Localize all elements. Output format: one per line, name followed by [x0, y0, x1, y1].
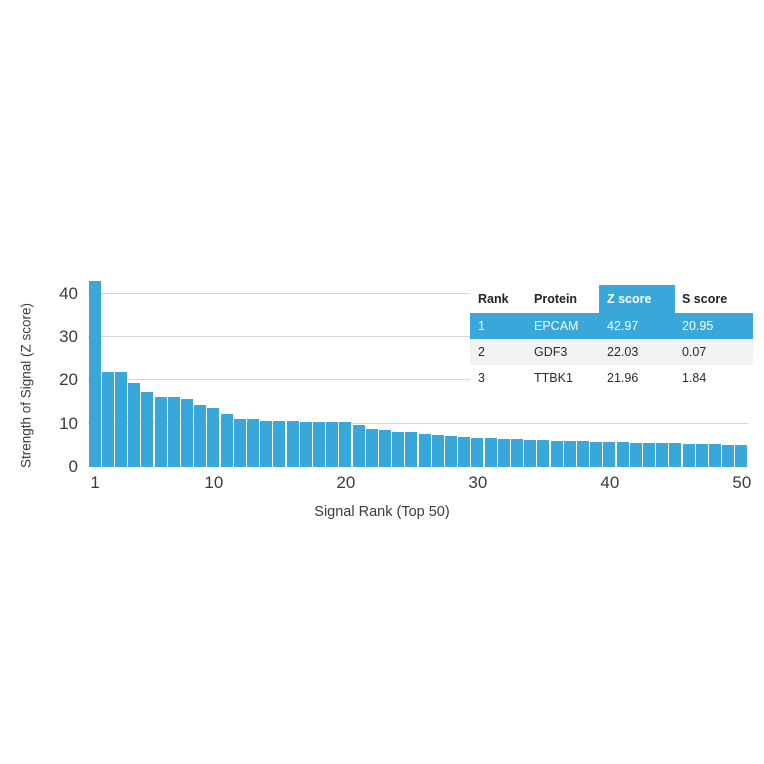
bar-rank-1	[88, 280, 101, 467]
bar-rank-30	[471, 438, 484, 467]
y-tick-label-10: 10	[59, 413, 78, 433]
bar-rank-22	[365, 428, 378, 467]
protein-rank-table: Rank Protein Z score S score 1 EPCAM 42.97 20.…	[470, 285, 753, 391]
table-cell: 1.84	[682, 371, 707, 385]
bar-rank-39	[590, 441, 603, 467]
table-row-ttbk1: 3 TTBK1 21.96 1.84	[470, 365, 753, 391]
table-header-rank: Rank	[478, 292, 509, 306]
bar-rank-5	[141, 391, 154, 467]
bar-rank-17	[299, 421, 312, 467]
bar-rank-8	[180, 398, 194, 467]
bar-rank-16	[286, 421, 299, 467]
gridline-y-30	[88, 336, 748, 338]
x-tick-label-50: 50	[732, 473, 752, 492]
bar-rank-25	[405, 432, 418, 467]
bar-rank-33	[510, 439, 524, 467]
table-header-s-score: S score	[682, 292, 728, 306]
table-header-row: Rank Protein Z score S score	[470, 285, 753, 313]
bar-rank-48	[708, 444, 722, 467]
table-cell: TTBK1	[534, 371, 573, 385]
bar-rank-15	[273, 420, 286, 467]
x-tick-label-20: 20	[336, 473, 356, 492]
bar-chart-plot-area	[88, 270, 748, 467]
bar-rank-24	[392, 431, 405, 467]
y-axis-title: Strength of Signal (Z score)	[18, 302, 34, 469]
bar-rank-12	[233, 418, 246, 467]
y-tick-label-0: 0	[68, 457, 78, 476]
table-cell: 42.97	[607, 319, 639, 333]
x-tick-label-40: 40	[600, 473, 620, 492]
bar-rank-11	[220, 414, 233, 467]
bar-rank-41	[616, 442, 629, 467]
bar-rank-9	[194, 404, 207, 467]
table-cell: EPCAM	[534, 319, 579, 333]
x-tick-label-10: 10	[204, 473, 224, 492]
bar-rank-49	[722, 444, 735, 467]
y-tick-label-30: 30	[59, 327, 78, 347]
y-tick-label-40: 40	[59, 283, 78, 303]
gridline-y-20	[88, 379, 748, 381]
bar-rank-4	[128, 382, 141, 467]
bar-rank-38	[576, 441, 590, 467]
gridline-y-10	[88, 422, 748, 424]
bar-rank-35	[537, 440, 550, 467]
bar-rank-43	[642, 442, 656, 467]
table-header-protein: Protein	[534, 292, 578, 306]
bar-rank-27	[431, 435, 444, 467]
bar-rank-29	[458, 437, 471, 467]
bar-rank-37	[563, 441, 576, 467]
bar-rank-45	[669, 443, 682, 467]
bar-rank-32	[497, 438, 510, 467]
x-tick-label-1: 1	[90, 473, 100, 492]
bar-rank-40	[603, 441, 616, 467]
bar-rank-18	[312, 421, 326, 467]
bar-rank-47	[695, 444, 708, 467]
bar-rank-36	[550, 441, 563, 467]
table-cell: 22.03	[607, 345, 639, 359]
table-body: 1 EPCAM 42.97 20.95 2 GDF3 22.03 0.07 3 TTBK1 21.9…	[470, 313, 753, 391]
table-cell: 1	[478, 319, 485, 333]
table-cell: GDF3	[534, 345, 568, 359]
bar-rank-21	[352, 425, 365, 467]
bar-rank-7	[167, 397, 180, 467]
x-tick-label-30: 30	[468, 473, 488, 492]
table-row-gdf3: 2 GDF3 22.03 0.07	[470, 339, 753, 365]
table-cell: 20.95	[682, 319, 714, 333]
x-axis-title: Signal Rank (Top 50)	[314, 504, 450, 520]
bar-rank-46	[682, 443, 695, 467]
bar-rank-13	[246, 419, 260, 467]
bar-rank-44	[656, 443, 669, 467]
table-cell: 0.07	[682, 345, 707, 359]
gridline-y-40	[88, 292, 748, 294]
bar-rank-34	[524, 439, 537, 467]
bar-rank-50	[735, 444, 748, 467]
bar-rank-31	[484, 438, 497, 467]
bar-rank-26	[418, 434, 431, 467]
bar-rank-10	[207, 407, 220, 467]
bar-rank-3	[114, 371, 128, 467]
table-row-epcam: 1 EPCAM 42.97 20.95	[470, 313, 753, 339]
table-cell: 2	[478, 345, 485, 359]
bar-rank-23	[378, 430, 392, 467]
bar-rank-28	[444, 436, 458, 467]
bar-rank-6	[154, 396, 167, 467]
bar-rank-42	[629, 442, 642, 467]
bar-rank-14	[260, 420, 273, 467]
bar-rank-19	[326, 421, 339, 467]
bar-rank-20	[339, 422, 352, 467]
y-tick-label-20: 20	[59, 370, 78, 390]
table-header-z-score: Z score	[599, 285, 675, 313]
table-cell: 21.96	[607, 371, 639, 385]
table-cell: 3	[478, 371, 485, 385]
bar-rank-2	[101, 371, 114, 467]
